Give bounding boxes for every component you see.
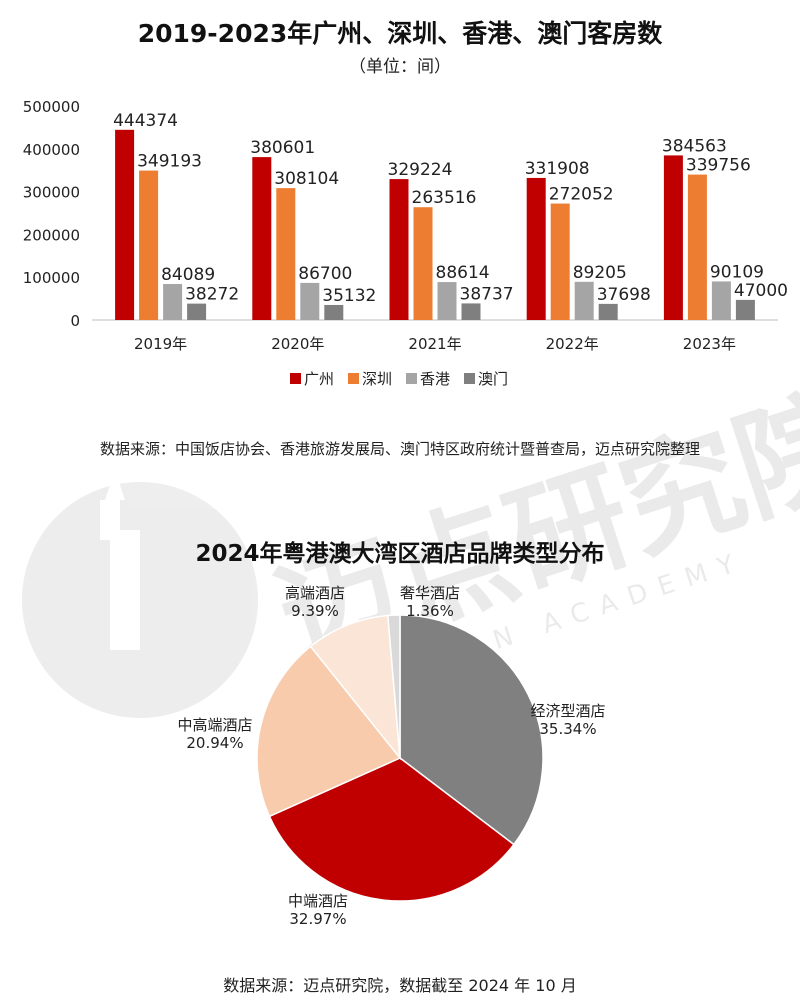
pie-slice <box>399 614 544 846</box>
bar-chart-subtitle: （单位：间） <box>349 57 451 77</box>
bar-香港 <box>437 282 457 320</box>
pie-slice <box>268 757 515 902</box>
data-label: 308104 <box>274 169 339 189</box>
legend-entry: 香港 <box>420 370 450 388</box>
legend-entry: 澳门 <box>478 370 508 388</box>
legend-entry: 广州 <box>304 370 334 388</box>
data-label: 37698 <box>597 285 651 305</box>
data-label: 329224 <box>388 160 453 180</box>
slice-value: 1.36% <box>406 602 454 620</box>
x-tick-label: 2021年 <box>408 335 461 353</box>
slice-label: 高端酒店 <box>285 584 345 602</box>
pie-chart-source: 数据来源：迈点研究院，数据截至 2024 年 10 月 <box>223 976 577 995</box>
slice-value: 20.94% <box>186 734 243 752</box>
legend-entry: 深圳 <box>362 370 392 388</box>
bar-广州 <box>252 157 272 320</box>
legend-swatch <box>406 373 417 384</box>
y-tick-label: 0 <box>70 312 80 330</box>
data-label: 339756 <box>686 156 751 176</box>
watermark-logo <box>22 470 258 718</box>
bar-深圳 <box>687 174 707 320</box>
bar-香港 <box>574 281 594 320</box>
slice-value: 35.34% <box>539 720 596 738</box>
data-label: 380601 <box>250 138 315 158</box>
y-tick-label: 100000 <box>23 269 80 287</box>
data-label: 331908 <box>525 159 590 179</box>
data-label: 38737 <box>460 284 514 304</box>
bar-澳门 <box>735 299 755 320</box>
data-label: 47000 <box>734 281 788 301</box>
bar-澳门 <box>598 303 618 320</box>
slice-label: 奢华酒店 <box>400 584 460 602</box>
data-label: 84089 <box>161 265 215 285</box>
slice-label: 中高端酒店 <box>177 716 252 734</box>
y-tick-label: 400000 <box>23 141 80 159</box>
bar-深圳 <box>550 203 570 320</box>
bar-chart-title: 2019-2023年广州、深圳、香港、澳门客房数 <box>137 19 663 48</box>
bar-chart: 0 100000 200000 300000 400000 500000 444374 349… <box>23 98 788 388</box>
y-tick-label: 200000 <box>23 226 80 244</box>
bar-chart-source: 数据来源：中国饭店协会、香港旅游发展局、澳门特区政府统计暨普查局，迈点研究院整理 <box>99 440 700 458</box>
y-tick-label: 300000 <box>23 184 80 202</box>
slice-value: 9.39% <box>291 602 339 620</box>
bar-广州 <box>389 179 409 320</box>
data-label: 349193 <box>137 152 202 172</box>
bar-澳门 <box>461 303 481 320</box>
bar-香港 <box>163 284 183 320</box>
data-label: 35132 <box>322 286 376 306</box>
y-tick-label: 500000 <box>23 98 80 116</box>
pie-slice <box>386 614 401 759</box>
slice-value: 32.97% <box>289 910 346 928</box>
bar-香港 <box>711 281 731 320</box>
pie-chart-title: 2024年粤港澳大湾区酒店品牌类型分布 <box>195 541 605 567</box>
bar-澳门 <box>187 303 207 320</box>
pie-slice <box>256 645 402 818</box>
data-label: 86700 <box>298 264 352 284</box>
legend-swatch <box>348 373 359 384</box>
bar-深圳 <box>276 188 296 320</box>
pie-slice <box>309 614 401 761</box>
x-tick-label: 2022年 <box>546 335 599 353</box>
bar-广州 <box>663 155 683 320</box>
data-label: 263516 <box>412 188 477 208</box>
data-label: 88614 <box>436 263 490 283</box>
data-label: 384563 <box>662 136 727 156</box>
slice-label: 中端酒店 <box>288 892 348 910</box>
bar-深圳 <box>139 170 159 320</box>
data-label: 38272 <box>185 285 239 305</box>
bar-深圳 <box>413 207 433 320</box>
data-label: 444374 <box>113 111 178 131</box>
x-tick-label: 2020年 <box>271 335 324 353</box>
bar-香港 <box>300 282 320 320</box>
slice-label: 经济型酒店 <box>530 702 605 720</box>
legend-swatch <box>290 373 301 384</box>
bar-澳门 <box>324 304 344 320</box>
data-label: 89205 <box>573 263 627 283</box>
legend-swatch <box>464 373 475 384</box>
data-label: 90109 <box>710 262 764 282</box>
data-label: 272052 <box>549 185 614 205</box>
bar-广州 <box>526 177 546 320</box>
bar-广州 <box>115 129 135 320</box>
x-tick-label: 2019年 <box>134 335 187 353</box>
x-tick-label: 2023年 <box>683 335 736 353</box>
